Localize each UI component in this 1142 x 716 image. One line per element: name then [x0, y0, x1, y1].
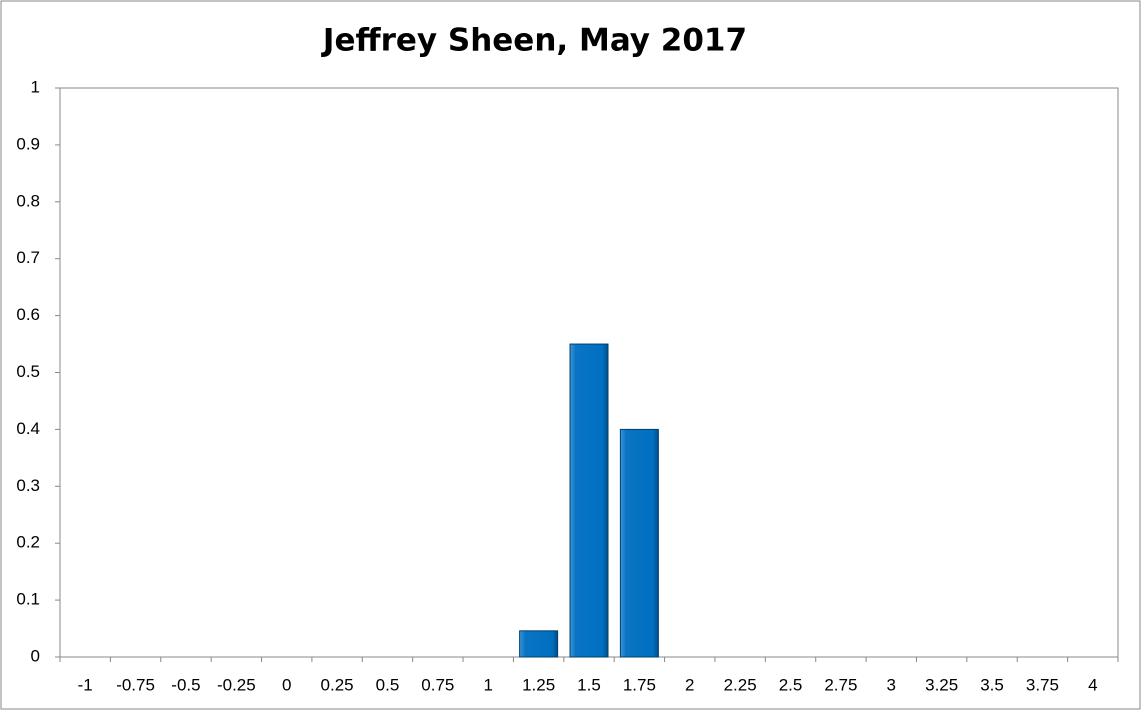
x-tick-label: 3.75 — [1026, 675, 1059, 694]
x-tick-label: 0.25 — [321, 675, 354, 694]
x-tick-label: 2.75 — [824, 675, 857, 694]
x-tick-label: -0.75 — [116, 675, 155, 694]
x-tick-label: 0.75 — [421, 675, 454, 694]
x-tick-label: 0.5 — [376, 675, 400, 694]
y-tick-label: 1 — [31, 77, 40, 96]
x-tick-label: -0.5 — [171, 675, 200, 694]
x-tick-label: 1.5 — [577, 675, 601, 694]
x-tick-label: 3.25 — [925, 675, 958, 694]
y-tick-label: 0.2 — [16, 533, 40, 552]
x-tick-label: 4 — [1088, 675, 1097, 694]
x-tick-label: 3 — [887, 675, 896, 694]
chart-title: Jeffrey Sheen, May 2017 — [321, 23, 747, 59]
y-tick-label: 0.9 — [16, 134, 40, 153]
y-tick-label: 0.8 — [16, 191, 40, 210]
x-tick-label: -1 — [78, 675, 93, 694]
x-tick-label: 2.5 — [779, 675, 803, 694]
x-tick-label: 1 — [484, 675, 493, 694]
x-tick-label: 1.25 — [522, 675, 555, 694]
x-tick-label: 3.5 — [980, 675, 1004, 694]
bar — [619, 428, 659, 658]
bar — [569, 343, 609, 658]
x-tick-label: 1.75 — [623, 675, 656, 694]
y-tick-label: 0.3 — [16, 476, 40, 495]
y-tick-label: 0 — [31, 646, 40, 665]
x-tick-label: 2.25 — [724, 675, 757, 694]
x-tick-label: 2 — [685, 675, 694, 694]
y-tick-label: 0.4 — [16, 419, 40, 438]
bar — [519, 630, 559, 658]
y-tick-label: 0.1 — [16, 590, 40, 609]
y-tick-label: 0.5 — [16, 362, 40, 381]
x-tick-label: -0.25 — [217, 675, 256, 694]
y-tick-label: 0.6 — [16, 305, 40, 324]
x-tick-label: 0 — [282, 675, 291, 694]
y-tick-label: 0.7 — [16, 248, 40, 267]
